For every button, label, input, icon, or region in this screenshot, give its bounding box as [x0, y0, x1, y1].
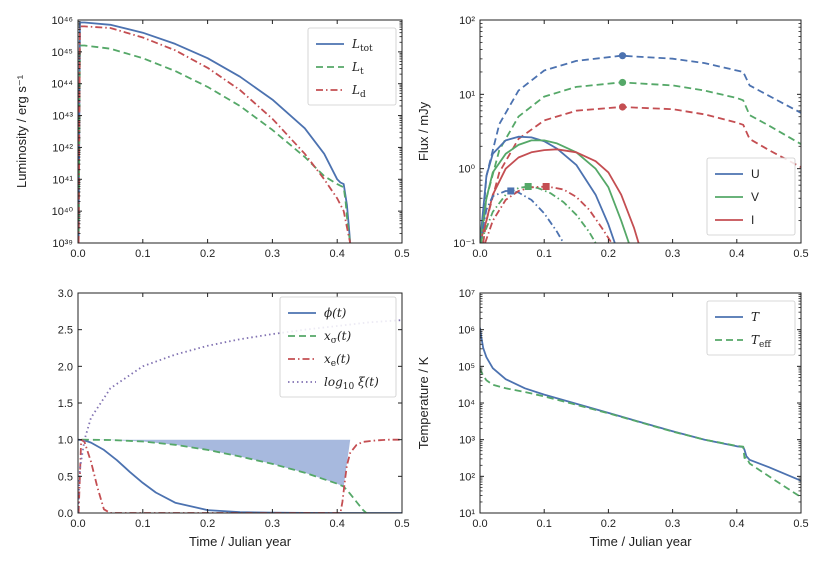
series-line-xe — [78, 438, 402, 513]
y-tick-label: 10² — [459, 471, 475, 483]
y-tick-label: 2.0 — [58, 361, 73, 373]
y-tick-label: 10⁴ — [458, 398, 475, 410]
marker-circle-0 — [618, 52, 627, 60]
panel-flux: 0.0 0.1 0.2 0.3 0.4 0.5 10⁻¹ 10⁰ 10¹ 10² Flux / mJ… — [416, 15, 809, 260]
series-line-I-dashed — [482, 106, 801, 243]
x-tick-label: 0.5 — [394, 248, 409, 260]
x-tick-label: 0.4 — [330, 518, 345, 530]
y-axis-label: Luminosity / erg s⁻¹ — [14, 74, 29, 188]
panel-luminosity: 0.0 0.1 0.2 0.3 0.4 0.5 10³⁹ 10⁴⁰ 10⁴¹ 10⁴² 10⁴³ 10… — [14, 15, 410, 260]
y-tick-label: 10⁴¹ — [52, 174, 73, 186]
y-tick-label: 0.0 — [58, 508, 73, 520]
y-tick-label: 10⁷ — [459, 288, 475, 300]
axes-frame — [77, 19, 403, 244]
series-line-U-dashdot — [480, 190, 565, 243]
legend-label-T: T — [751, 310, 760, 324]
y-tick-label: 10⁰ — [458, 164, 475, 176]
series-line-U-dashed — [480, 54, 801, 243]
y-tick-label: 10⁴⁴ — [51, 79, 73, 91]
legend-label-Ltot: Ltot — [351, 37, 373, 54]
legend-label-U: U — [751, 167, 760, 181]
y-tick-label: 1.0 — [58, 435, 73, 447]
series-line-Lt — [78, 44, 352, 243]
legend-label-xe: xe(t) — [324, 352, 351, 369]
y-tick-label: 10³ — [459, 435, 475, 447]
y-tick-label: 10¹ — [459, 508, 475, 520]
y-tick-label: 10⁶ — [458, 325, 475, 337]
legend-box — [279, 296, 397, 398]
x-tick-label: 0.3 — [265, 518, 280, 530]
series-line-V-dashdot — [480, 185, 597, 243]
legend-box — [307, 27, 397, 106]
y-tick-label: 10⁴⁵ — [51, 47, 73, 59]
y-tick-label: 10¹ — [459, 89, 475, 101]
series-line-Ld — [78, 25, 352, 243]
y-tick-label: 0.5 — [58, 471, 73, 483]
x-tick-label: 0.3 — [665, 248, 680, 260]
y-axis-label: Flux / mJy — [416, 101, 431, 161]
y-tick-label: 10⁻¹ — [453, 238, 475, 250]
marker-square-5 — [542, 183, 550, 191]
x-tick-label: 0.3 — [665, 518, 680, 530]
axes-frame — [479, 19, 802, 244]
y-tick-label: 10³⁹ — [52, 238, 73, 250]
series-line-I-dashdot — [484, 185, 613, 243]
x-tick-label: 0.1 — [135, 518, 150, 530]
legend-label-Ld: Ld — [351, 83, 366, 100]
y-axis-label: Temperature / K — [416, 356, 431, 449]
y-tick-label: 10⁵ — [458, 361, 475, 373]
fill-region — [81, 439, 402, 487]
legend-label-logxi: log10 ξ(t) — [324, 375, 379, 392]
x-tick-label: 0.2 — [601, 248, 616, 260]
legend-box — [706, 300, 796, 356]
marker-circle-2 — [618, 103, 627, 111]
x-tick-label: 0.2 — [200, 248, 215, 260]
marker-square-4 — [524, 183, 532, 191]
y-tick-label: 2.5 — [58, 325, 73, 337]
x-tick-label: 0.5 — [793, 518, 808, 530]
marker-square-3 — [507, 187, 515, 195]
legend-label-V: V — [751, 190, 759, 204]
legend-label-phi: ϕ(t) — [324, 306, 347, 320]
y-tick-label: 1.5 — [58, 398, 73, 410]
y-tick-label: 10⁴² — [52, 142, 73, 154]
legend-label-Lt: Lt — [351, 60, 364, 77]
panel-fractions: 0.0 0.1 0.2 0.3 0.4 0.5 0.0 0.5 1.0 1.5 2.0 2.5 3.0 T… — [58, 288, 410, 549]
x-tick-label: 0.1 — [537, 518, 552, 530]
marker-circle-1 — [618, 78, 627, 87]
x-tick-label: 0.5 — [793, 248, 808, 260]
x-tick-label: 0.0 — [472, 248, 487, 260]
x-axis-label: Time / Julian year — [189, 534, 292, 549]
x-tick-label: 0.3 — [265, 248, 280, 260]
legend-label-Teff: Teff — [751, 333, 771, 350]
y-tick-label: 10⁴⁰ — [52, 206, 74, 218]
panel-temperature: 0.0 0.1 0.2 0.3 0.4 0.5 10¹ 10² 10³ 10⁴ 10⁵ 10⁶ 10⁷ T… — [416, 288, 809, 549]
x-axis-label: Time / Julian year — [589, 534, 692, 549]
series-line-Teff — [480, 367, 801, 498]
legend-box — [706, 157, 796, 236]
y-tick-label: 10⁴³ — [52, 111, 73, 123]
y-tick-label: 10² — [459, 15, 475, 27]
x-tick-label: 0.0 — [472, 518, 487, 530]
x-tick-label: 0.4 — [729, 248, 744, 260]
x-tick-label: 0.5 — [394, 518, 409, 530]
x-tick-label: 0.0 — [70, 248, 85, 260]
x-tick-label: 0.4 — [729, 518, 744, 530]
x-tick-label: 0.0 — [70, 518, 85, 530]
x-tick-label: 0.1 — [135, 248, 150, 260]
series-line-xs — [81, 438, 367, 513]
x-tick-label: 0.4 — [330, 248, 345, 260]
legend-label-xs: xσ(t) — [324, 329, 351, 346]
x-tick-label: 0.2 — [601, 518, 616, 530]
x-tick-label: 0.1 — [537, 248, 552, 260]
series-line-I-solid — [480, 148, 640, 243]
series-line-U-solid — [480, 135, 616, 243]
x-tick-label: 0.2 — [200, 518, 215, 530]
y-tick-label: 3.0 — [58, 288, 73, 300]
legend-label-I: I — [751, 213, 754, 227]
y-tick-label: 10⁴⁶ — [52, 15, 74, 27]
series-line-V-solid — [480, 139, 630, 243]
